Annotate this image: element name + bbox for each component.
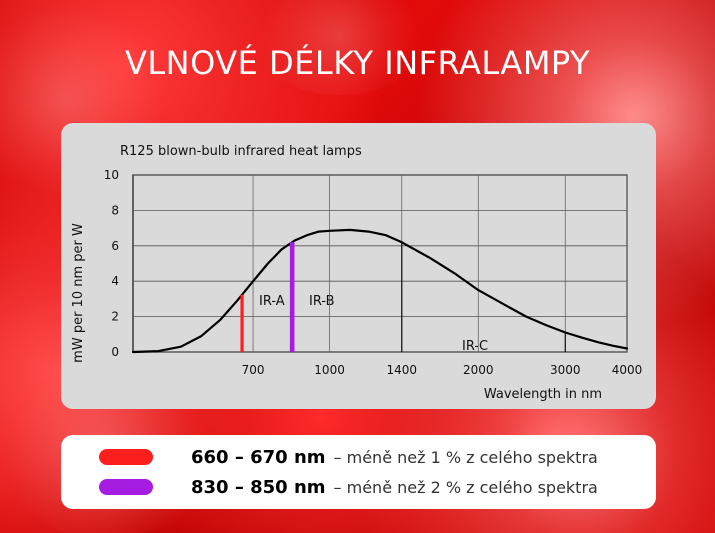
- chart-title: R125 blown-bulb infrared heat lamps: [120, 144, 362, 159]
- y-tick-label: 6: [111, 239, 119, 253]
- x-tick-label: 2000: [463, 363, 494, 377]
- band-label-ir-b: IR-B: [309, 294, 335, 309]
- y-tick-label: 10: [104, 168, 119, 182]
- y-tick-label: 8: [111, 203, 119, 217]
- legend-row-660-670: 660 – 670 nm – méně než 1 % z celého spe…: [99, 443, 598, 471]
- x-tick-label: 1000: [314, 363, 345, 377]
- plot-frame: [132, 174, 628, 353]
- y-tick-label: 4: [111, 274, 119, 288]
- spectrum-legend-card: 660 – 670 nm – méně než 1 % z celého spe…: [61, 435, 656, 509]
- legend-description-label: – méně než 1 % z celého spektra: [333, 447, 598, 467]
- x-tick-label: 1400: [386, 363, 417, 377]
- y-axis-label: mW per 10 nm per W: [71, 223, 86, 363]
- x-tick-label: 4000: [612, 363, 643, 377]
- wavelength-chart: R125 blown-bulb infrared heat lamps mW p…: [71, 144, 643, 402]
- y-tick-label: 0: [111, 345, 119, 359]
- band-label-ir-c: IR-C: [462, 339, 488, 354]
- x-axis-label: Wavelength in nm: [484, 387, 602, 402]
- spectral-curve-line: [131, 228, 629, 354]
- spectrum-chart-card: R125 blown-bulb infrared heat lamps mW p…: [61, 123, 656, 409]
- band-label-ir-a: IR-A: [259, 294, 285, 309]
- chart-plot-layer: 0 2 4 6 8 10 700 1000 1400 2000 3000 4000: [104, 168, 643, 377]
- x-tick-label: 3000: [550, 363, 581, 377]
- red-band-swatch: [99, 449, 153, 465]
- legend-range-label: 830 – 850 nm: [191, 476, 326, 498]
- legend-row-830-850: 830 – 850 nm – méně než 2 % z celého spe…: [99, 473, 598, 501]
- legend-description-label: – méně než 2 % z celého spektra: [333, 477, 598, 497]
- legend-range-label: 660 – 670 nm: [191, 446, 326, 468]
- violet-band-swatch: [99, 479, 153, 495]
- y-tick-label: 2: [111, 310, 119, 324]
- x-tick-label: 700: [242, 363, 265, 377]
- slide-title: VLNOVÉ DÉLKY INFRALAMPY: [124, 44, 591, 82]
